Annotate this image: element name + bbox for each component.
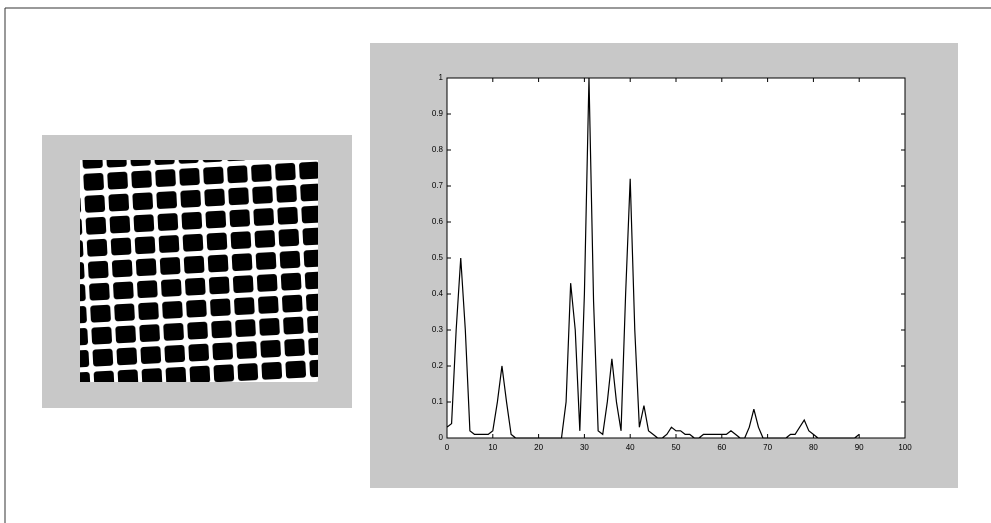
- texture-image: [80, 160, 318, 382]
- y-tick-label: 0.2: [432, 361, 444, 370]
- page: 00.10.20.30.40.50.60.70.80.9101020304050…: [0, 0, 991, 523]
- x-tick-label: 10: [488, 443, 497, 452]
- y-tick-label: 0.4: [432, 289, 444, 298]
- x-tick-label: 60: [717, 443, 726, 452]
- y-tick-label: 0.3: [432, 325, 444, 334]
- x-tick-label: 50: [672, 443, 681, 452]
- y-tick-label: 0.7: [432, 181, 444, 190]
- x-tick-label: 90: [855, 443, 864, 452]
- x-tick-label: 30: [580, 443, 589, 452]
- x-tick-label: 100: [898, 443, 912, 452]
- y-tick-label: 0.9: [432, 109, 444, 118]
- y-tick-label: 1: [439, 73, 444, 82]
- y-tick-label: 0.1: [432, 397, 444, 406]
- y-tick-label: 0.5: [432, 253, 444, 262]
- y-tick-label: 0: [439, 433, 444, 442]
- x-tick-label: 0: [445, 443, 450, 452]
- x-tick-label: 80: [809, 443, 818, 452]
- y-tick-label: 0.6: [432, 217, 444, 226]
- figure: 00.10.20.30.40.50.60.70.80.9101020304050…: [0, 0, 991, 523]
- x-tick-label: 70: [763, 443, 772, 452]
- x-tick-label: 20: [534, 443, 543, 452]
- plot-area: [447, 78, 905, 438]
- y-tick-label: 0.8: [432, 145, 444, 154]
- x-tick-label: 40: [626, 443, 635, 452]
